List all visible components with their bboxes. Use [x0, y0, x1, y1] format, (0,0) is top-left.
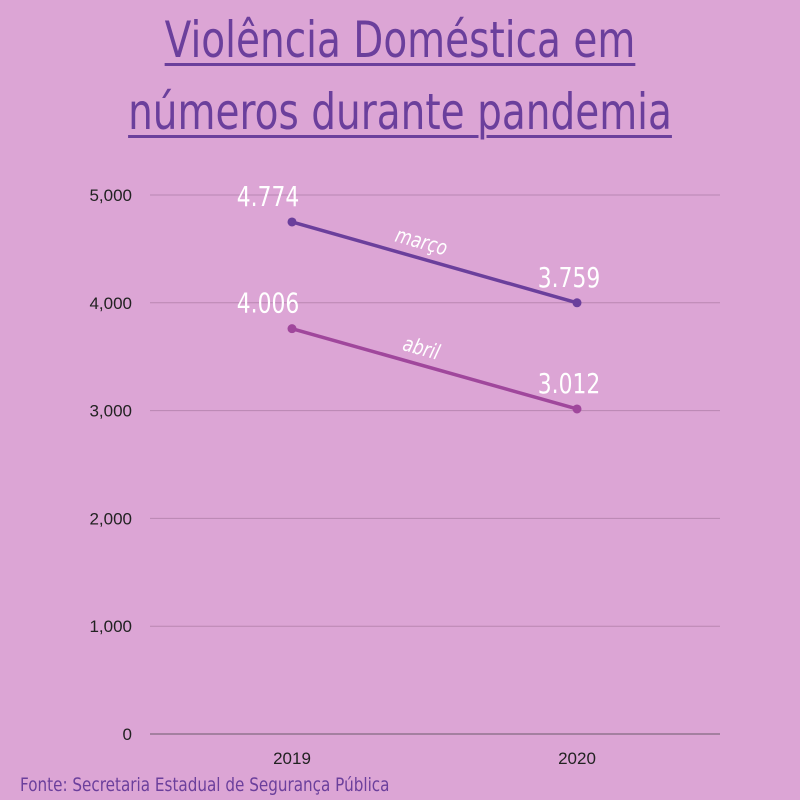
data-label: 3.012	[538, 367, 600, 399]
data-label: 4.774	[237, 180, 299, 212]
series-name-label: março	[392, 223, 450, 261]
source-note: Fonte: Secretaria Estadual de Segurança …	[20, 774, 390, 796]
y-tick-label: 5,000	[89, 186, 132, 205]
data-label: 3.759	[538, 261, 600, 293]
data-point	[287, 217, 297, 227]
title-line-2: números durante pandemia	[128, 83, 672, 141]
data-label: 4.006	[237, 287, 299, 319]
y-tick-label: 2,000	[89, 509, 132, 528]
x-tick-label: 2020	[558, 749, 596, 768]
series-line-0	[291, 220, 578, 305]
x-tick-label: 2019	[273, 749, 311, 768]
y-tick-label: 3,000	[89, 402, 132, 421]
data-point	[572, 298, 582, 308]
y-tick-label: 4,000	[89, 294, 132, 313]
y-tick-label: 1,000	[89, 617, 132, 636]
title-line-1: Violência Doméstica em	[164, 11, 636, 69]
chart-title: Violência Doméstica em números durante p…	[88, 4, 712, 148]
y-tick-label: 0	[123, 725, 132, 744]
data-point	[572, 404, 582, 414]
series-line-1	[291, 326, 578, 411]
data-point	[287, 324, 297, 334]
